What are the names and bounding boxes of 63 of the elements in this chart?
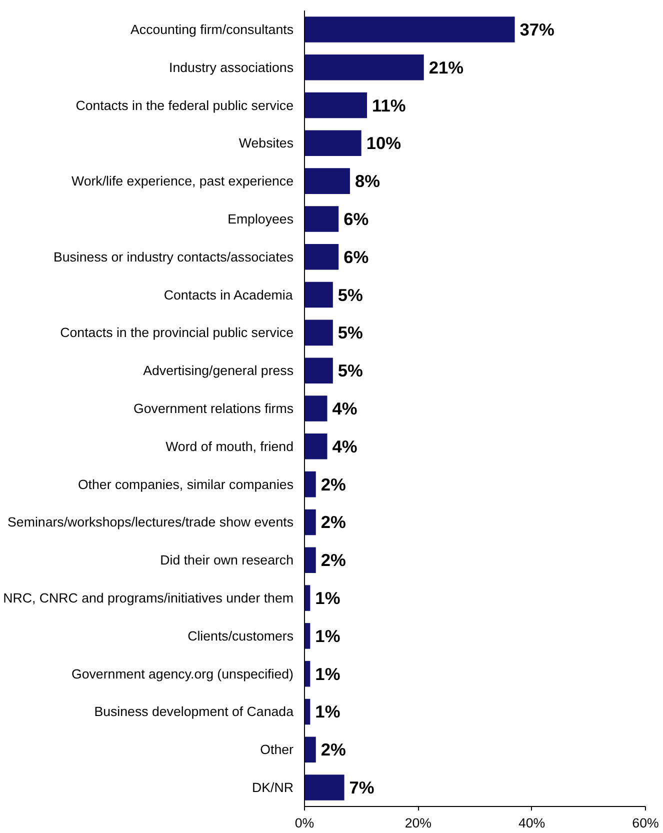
bar [304, 736, 316, 763]
y-tick-label: Word of mouth, friend [166, 438, 294, 454]
x-tick-label: 0% [294, 816, 314, 830]
bar [304, 244, 339, 270]
data-label: 6% [344, 208, 369, 229]
y-tick-label: Did their own research [160, 552, 294, 568]
data-label: 8% [354, 171, 380, 192]
bar [304, 16, 515, 42]
data-label: 4% [332, 398, 358, 418]
data-label: 1% [315, 702, 340, 722]
y-tick-label: Websites [238, 136, 294, 151]
bar [304, 54, 424, 80]
x-tick-label: 60% [632, 816, 659, 830]
data-label: 5% [338, 284, 363, 305]
y-tick-label: NRC, CNRC and programs/initiatives under them [3, 590, 294, 606]
data-label: 1% [315, 626, 340, 646]
data-label: 1% [315, 664, 340, 684]
data-label: 7% [349, 778, 374, 798]
y-tick-label: Employees [228, 211, 294, 226]
bar [304, 92, 368, 118]
data-label: 5% [338, 360, 363, 381]
bar [304, 320, 333, 346]
y-tick-label: Contacts in the provincial public service [60, 325, 294, 340]
y-tick-label: Business or industry contacts/associates [53, 249, 294, 264]
y-tick-label: Accounting firm/consultants [130, 22, 294, 37]
bar [304, 396, 328, 422]
bar [304, 130, 362, 156]
y-tick-label: Advertising/general press [143, 363, 294, 378]
y-tick-label: Contacts in Academia [164, 287, 294, 302]
bar [304, 358, 333, 384]
bar [304, 282, 333, 308]
bar [304, 206, 339, 232]
data-label: 2% [320, 512, 346, 532]
data-label: 6% [344, 246, 369, 267]
y-tick-label: Seminars/workshops/lectures/trade show events [8, 514, 294, 530]
data-label: 1% [315, 588, 340, 608]
data-label: 5% [338, 322, 363, 343]
data-label: 21% [428, 57, 464, 78]
x-tick-label: 20% [404, 816, 432, 830]
y-tick-label: Other [260, 742, 294, 758]
y-tick-label: Contacts in the federal public service [76, 98, 294, 113]
data-label: 2% [320, 550, 346, 570]
y-tick-label: Government relations firms [134, 401, 294, 416]
data-label: 2% [320, 474, 346, 494]
y-tick-label: Work/life experience, past experience [71, 174, 294, 189]
y-tick-label: Clients/customers [188, 628, 294, 644]
y-tick-label: Other companies, similar companies [78, 476, 294, 492]
data-label: 4% [332, 436, 358, 456]
y-tick-label: Government agency.org (unspecified) [71, 666, 294, 682]
bar [304, 471, 316, 498]
bar [304, 774, 344, 800]
data-label: 37% [520, 19, 554, 40]
bar [304, 547, 316, 574]
y-tick-label: Industry associations [169, 60, 294, 75]
data-label: 10% [366, 133, 402, 154]
data-label: 11% [372, 95, 406, 116]
data-label: 2% [320, 740, 346, 760]
x-tick-label: 40% [518, 816, 546, 830]
bar [304, 168, 350, 194]
y-tick-label: Business development of Canada [94, 704, 294, 720]
y-tick-label: DK/NR [252, 780, 294, 796]
bar [304, 434, 328, 460]
bar [304, 509, 316, 536]
